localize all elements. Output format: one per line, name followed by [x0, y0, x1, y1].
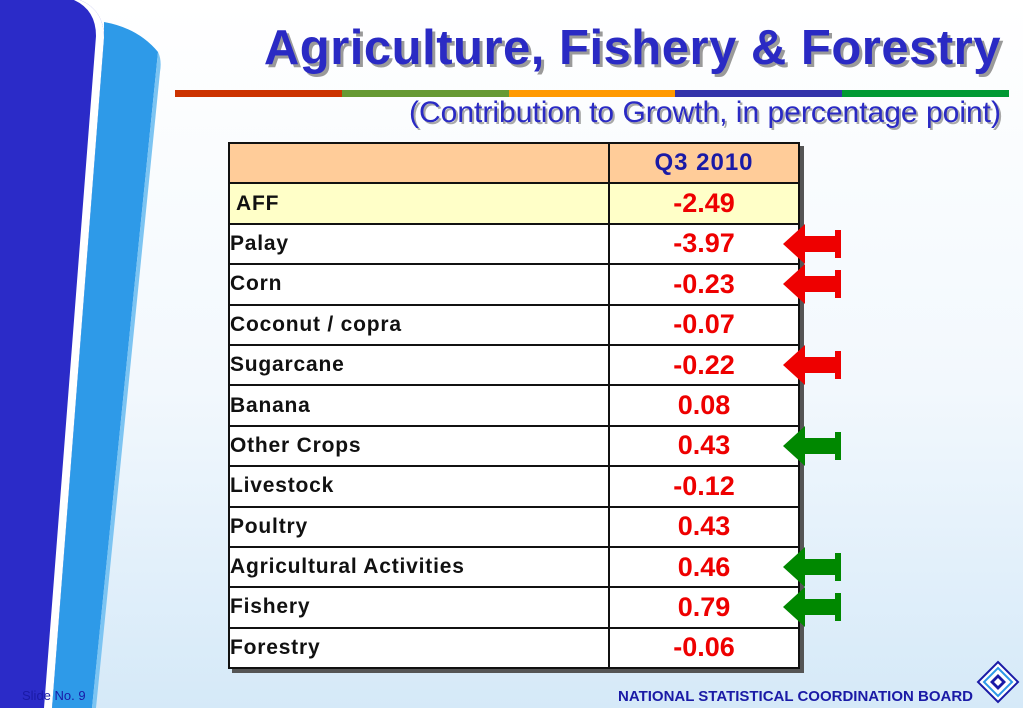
- table-row: Forestry -0.06: [228, 626, 800, 670]
- nscb-diamond-logo-icon: [976, 660, 1020, 704]
- row-label: Livestock: [228, 465, 610, 508]
- table-row: Poultry 0.43: [228, 505, 800, 548]
- column-header-q3-2010: Q3 2010: [608, 141, 800, 185]
- table-row: AFF -2.49: [228, 182, 800, 225]
- row-label: Banana: [228, 384, 610, 427]
- row-label: Sugarcane: [228, 343, 610, 387]
- table-row: Banana 0.08: [228, 384, 800, 427]
- header-blank-cell: [228, 141, 610, 185]
- slide-subtitle: (Contribution to Growth, in percentage p…: [409, 96, 1001, 129]
- green-left-arrow-icon: [783, 587, 841, 628]
- row-label: Coconut / copra: [228, 303, 610, 346]
- row-label: AFF: [228, 182, 610, 225]
- red-left-arrow-icon: [783, 264, 841, 305]
- red-left-arrow-icon: [783, 345, 841, 386]
- row-label: Palay: [228, 222, 610, 266]
- accent-segment-1: [175, 90, 342, 97]
- row-value: -0.23: [608, 263, 800, 306]
- table-row: Other Crops 0.43: [228, 424, 800, 468]
- row-value: -0.07: [608, 303, 800, 346]
- accent-color-bar: [175, 90, 1009, 97]
- growth-contribution-table: Q3 2010 AFF -2.49 Palay -3.97 Corn -0.23…: [228, 141, 800, 670]
- row-value: -3.97: [608, 222, 800, 266]
- row-value: 0.46: [608, 545, 800, 589]
- row-value: 0.43: [608, 424, 800, 468]
- row-value: 0.08: [608, 384, 800, 427]
- row-label: Forestry: [228, 626, 610, 670]
- slide-title: Agriculture, Fishery & Forestry: [263, 21, 1001, 75]
- row-value: 0.43: [608, 505, 800, 548]
- row-value: -0.06: [608, 626, 800, 670]
- slide-number: Slide No. 9: [22, 688, 86, 703]
- row-label: Agricultural Activities: [228, 545, 610, 589]
- row-value: -2.49: [608, 182, 800, 225]
- accent-segment-5: [842, 90, 1009, 97]
- table-row: Sugarcane -0.22: [228, 343, 800, 387]
- table-row: Livestock -0.12: [228, 465, 800, 508]
- row-label: Fishery: [228, 586, 610, 629]
- green-left-arrow-icon: [783, 547, 841, 588]
- accent-segment-3: [508, 90, 676, 97]
- row-value: -0.22: [608, 343, 800, 387]
- row-label: Poultry: [228, 505, 610, 548]
- table-row: Palay -3.97: [228, 222, 800, 266]
- table-row: Fishery 0.79: [228, 586, 800, 629]
- table-header-row: Q3 2010: [228, 141, 800, 185]
- red-left-arrow-icon: [783, 223, 841, 264]
- green-left-arrow-icon: [783, 425, 841, 466]
- row-label: Corn: [228, 263, 610, 306]
- table-row: Coconut / copra -0.07: [228, 303, 800, 346]
- row-label: Other Crops: [228, 424, 610, 468]
- row-value: 0.79: [608, 586, 800, 629]
- accent-segment-4: [675, 90, 843, 97]
- organization-name: NATIONAL STATISTICAL COORDINATION BOARD: [618, 688, 973, 705]
- table-row: Agricultural Activities 0.46: [228, 545, 800, 589]
- row-value: -0.12: [608, 465, 800, 508]
- table-row: Corn -0.23: [228, 263, 800, 306]
- accent-segment-2: [341, 90, 509, 97]
